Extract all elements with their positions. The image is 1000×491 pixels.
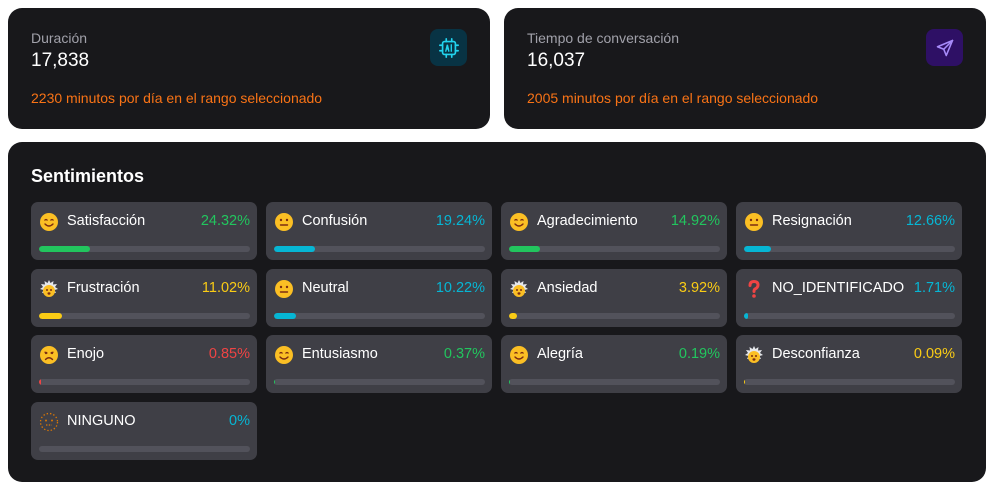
sentiment-tile-resignacion: Resignación 12.66% <box>736 202 962 260</box>
sentiment-tile-satisfaccion: Satisfacción 24.32% <box>31 202 257 260</box>
conversation-time-label: Tiempo de conversación <box>527 30 680 46</box>
neutral-emoji-icon <box>274 212 294 232</box>
exploding-emoji-icon <box>744 345 764 365</box>
sentiment-name: Ansiedad <box>537 279 598 296</box>
sentiment-percentage: 14.92% <box>670 213 720 229</box>
dotted-emoji-icon <box>39 412 59 432</box>
neutral-emoji-icon <box>274 279 294 299</box>
sentiment-name: Entusiasmo <box>302 346 378 362</box>
sentiment-tile-ninguno: NINGUNO 0% <box>31 401 257 460</box>
sentiment-progress-track <box>274 246 485 252</box>
sentiment-tile-neutral: Neutral 10.22% <box>266 268 492 327</box>
sentiment-tile-frustracion: Frustración 11.02% <box>31 268 257 327</box>
sentiment-progress-fill <box>744 246 771 252</box>
duration-note: 2230 minutos por día en el rango selecci… <box>31 90 323 106</box>
sentiments-card: Sentimientos Satisfacción 24.32% Confusió… <box>8 142 986 482</box>
sentiment-tile-agradecimiento: Agradecimiento 14.92% <box>501 202 727 260</box>
sentiment-tile-confusion: Confusión 19.24% <box>266 202 492 260</box>
conversation-time-note: 2005 minutos por día en el rango selecci… <box>527 90 819 106</box>
sentiment-progress-fill <box>274 312 296 319</box>
sentiment-progress-fill <box>509 312 518 319</box>
sentiment-progress-fill <box>39 246 91 252</box>
duration-label: Duración <box>31 30 88 46</box>
sentiment-progress-track <box>744 312 955 319</box>
ai-chip-icon <box>430 29 467 66</box>
sentiment-progress-track <box>744 379 955 385</box>
exploding-emoji-icon <box>509 279 529 299</box>
sentiment-tile-no-identificado: NO_IDENTIFICADO 1.71% <box>736 268 962 327</box>
sentiment-progress-track <box>509 312 720 319</box>
sentiment-percentage: 3.92% <box>678 279 720 296</box>
sentiment-name: Agradecimiento <box>537 213 638 229</box>
sentiment-progress-track <box>509 379 720 385</box>
sentiment-name: Confusión <box>302 213 368 229</box>
sentiment-progress-track <box>39 379 250 385</box>
sentiment-progress-track <box>509 246 720 252</box>
sentiment-progress-track <box>39 445 250 452</box>
duration-value: 17,838 <box>31 50 90 71</box>
sentiment-name: Neutral <box>302 279 349 296</box>
sentiment-progress-track <box>274 379 485 385</box>
conversation-time-value: 16,037 <box>527 50 586 71</box>
sentiments-grid: Satisfacción 24.32% Confusión 19.24% Agrad… <box>31 202 962 460</box>
sentiment-tile-desconfianza: Desconfianza 0.09% <box>736 335 962 393</box>
sentiment-percentage: 11.02% <box>201 279 250 296</box>
sentiment-progress-track <box>744 246 955 252</box>
sentiment-progress-track <box>39 312 250 319</box>
sentiment-tile-entusiasmo: Entusiasmo 0.37% <box>266 335 492 393</box>
sad-emoji-icon <box>39 345 59 365</box>
sentiment-progress-fill <box>274 246 315 252</box>
sentiment-progress-track <box>274 312 485 319</box>
sentiment-percentage: 24.32% <box>200 213 250 229</box>
sentiment-percentage: 0.85% <box>208 346 250 362</box>
sentiments-title: Sentimientos <box>31 166 145 186</box>
sentiment-progress-fill <box>744 312 748 319</box>
send-icon <box>926 29 963 66</box>
sentiment-progress-track <box>39 246 250 252</box>
sentiment-name: NO_IDENTIFICADO <box>772 279 905 296</box>
sentiment-percentage: 0% <box>229 412 250 429</box>
sentiment-name: Desconfianza <box>772 346 860 362</box>
exploding-emoji-icon <box>39 279 59 299</box>
sentiment-progress-fill <box>509 246 541 252</box>
sentiment-percentage: 1.71% <box>913 279 955 296</box>
sentiment-name: Satisfacción <box>67 213 146 229</box>
sentiment-percentage: 19.24% <box>435 213 485 229</box>
sentiment-percentage: 0.37% <box>443 346 485 362</box>
sentiment-name: Frustración <box>67 279 140 296</box>
conversation-time-card: Tiempo de conversación 16,037 2005 minut… <box>504 8 986 129</box>
smile-emoji-icon <box>509 212 529 232</box>
question-emoji-icon <box>744 279 764 299</box>
duration-card: Duración 17,838 2230 minutos por día en … <box>8 8 490 129</box>
sentiment-progress-fill <box>39 379 41 385</box>
sentiment-name: NINGUNO <box>67 412 136 429</box>
smile-emoji-icon <box>509 345 529 365</box>
sentiment-tile-ansiedad: Ansiedad 3.92% <box>501 268 727 327</box>
sentiment-tile-alegria: Alegría 0.19% <box>501 335 727 393</box>
sentiment-percentage: 12.66% <box>905 213 955 229</box>
sentiment-percentage: 0.19% <box>678 346 720 362</box>
sentiment-name: Alegría <box>537 346 583 362</box>
sentiment-name: Enojo <box>67 346 105 362</box>
neutral-emoji-icon <box>744 212 764 232</box>
sentiment-percentage: 10.22% <box>435 279 485 296</box>
sentiment-tile-enojo: Enojo 0.85% <box>31 335 257 393</box>
sentiment-name: Resignación <box>772 213 852 229</box>
sentiment-progress-fill <box>39 312 63 319</box>
sentiment-progress-fill <box>274 379 275 385</box>
smile-emoji-icon <box>274 345 294 365</box>
sentiment-percentage: 0.09% <box>913 346 955 362</box>
smile-emoji-icon <box>39 212 59 232</box>
